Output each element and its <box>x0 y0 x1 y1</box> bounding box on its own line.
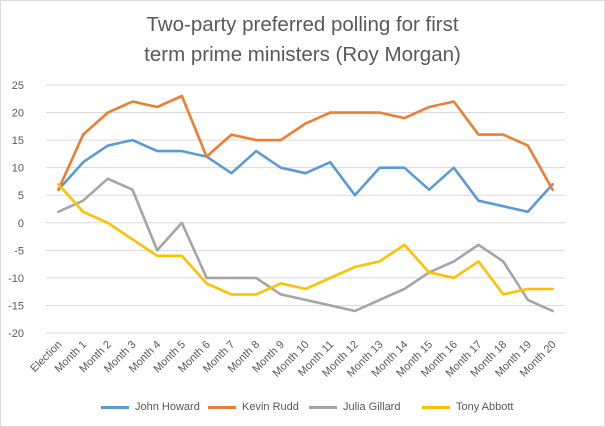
legend: John Howard Kevin Rudd Julia Gillard Tony A… <box>0 397 605 417</box>
legend-label: Julia Gillard <box>343 401 401 413</box>
legend-label: Kevin Rudd <box>242 401 299 413</box>
legend-item: Tony Abbott <box>422 397 514 417</box>
y-tick-label: -5 <box>14 245 24 257</box>
y-tick-label: 20 <box>12 108 24 120</box>
y-tick-label: -20 <box>8 328 24 340</box>
y-tick-label: 15 <box>12 135 24 147</box>
legend-swatch <box>422 405 450 409</box>
series-line-kevin-rudd <box>57 94 554 191</box>
y-axis: 25 20 15 10 5 0 -5 -10 -15 -20 <box>8 80 24 340</box>
legend-label: John Howard <box>135 401 200 413</box>
y-tick-label: 25 <box>12 80 24 92</box>
series-line-julia-gillard <box>57 177 554 313</box>
chart-title-line-1: Two-party preferred polling for first <box>146 13 459 36</box>
legend-swatch <box>309 405 337 409</box>
y-tick-label: -15 <box>8 300 24 312</box>
legend-label: Tony Abbott <box>456 401 514 413</box>
y-tick-label: 5 <box>18 190 24 202</box>
chart-title-line-2: term prime ministers (Roy Morgan) <box>144 43 461 66</box>
legend-item: John Howard <box>101 397 200 417</box>
series-line-tony-abbott <box>57 182 554 296</box>
y-tick-label: 0 <box>18 218 24 230</box>
legend-item: Kevin Rudd <box>208 397 299 417</box>
legend-swatch <box>208 405 236 409</box>
series-lines <box>57 94 554 313</box>
y-tick-label: 10 <box>12 163 24 175</box>
y-tick-label: -10 <box>8 273 24 285</box>
legend-swatch <box>101 405 129 409</box>
chart-title: Two-party preferred polling for first te… <box>0 10 605 70</box>
series-line-john-howard <box>57 138 554 214</box>
legend-item: Julia Gillard <box>309 397 400 417</box>
